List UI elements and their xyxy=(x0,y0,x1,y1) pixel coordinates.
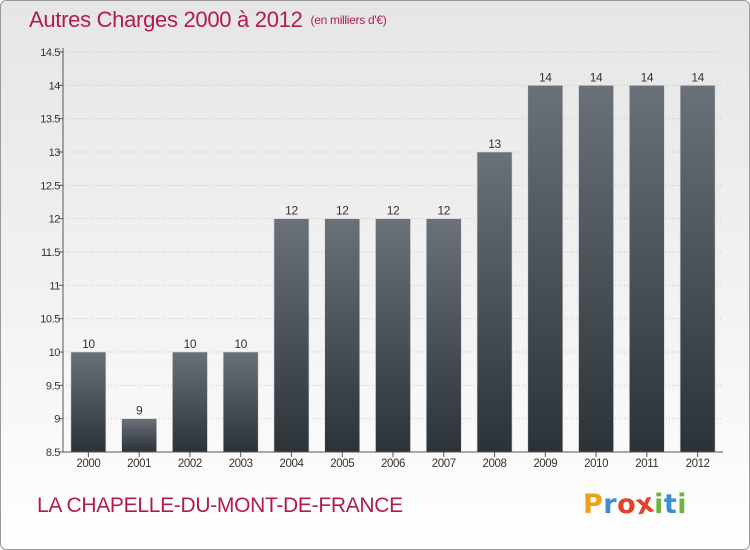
y-tick-label: 12 xyxy=(49,214,61,226)
y-tick-label: 14 xyxy=(49,80,61,92)
y-tick-label: 14.5 xyxy=(40,47,60,59)
y-tick-label: 12.5 xyxy=(40,180,60,192)
x-tick-label: 2007 xyxy=(432,458,456,470)
bar xyxy=(222,351,259,453)
y-tick-label: 13 xyxy=(49,147,61,159)
bar xyxy=(578,85,614,453)
bar-value-label: 12 xyxy=(336,204,349,218)
bar xyxy=(121,418,157,453)
y-tick-label: 13.5 xyxy=(40,114,60,126)
bar xyxy=(70,351,107,453)
proxiti-logo: Proxiti xyxy=(583,487,688,521)
x-tick-label: 2009 xyxy=(533,458,557,470)
x-tick-label: 2002 xyxy=(178,458,202,470)
bar-value-label: 14 xyxy=(539,70,552,84)
logo-letter: i xyxy=(654,489,664,520)
bar xyxy=(273,218,310,453)
bar xyxy=(679,85,716,453)
x-tick-label: 2006 xyxy=(381,458,405,470)
x-tick-label: 2003 xyxy=(229,458,253,470)
bar-value-label: 12 xyxy=(437,204,450,218)
commune-name: LA CHAPELLE-DU-MONT-DE-FRANCE xyxy=(37,494,403,517)
y-tick-label: 10 xyxy=(49,347,61,359)
bar xyxy=(324,218,361,453)
logo-letter: r xyxy=(603,489,618,520)
y-tick-label: 11 xyxy=(49,280,60,292)
chart-unit-label: (en milliers d'€) xyxy=(310,13,387,27)
bar xyxy=(527,85,564,453)
logo-letter: P xyxy=(583,489,604,520)
bar-value-label: 14 xyxy=(590,70,603,84)
bar-value-label: 14 xyxy=(691,70,704,84)
y-tick-label: 8.5 xyxy=(46,447,60,459)
bar xyxy=(172,351,208,453)
bar-value-label: 14 xyxy=(641,70,654,84)
bar-value-label: 10 xyxy=(184,337,197,351)
x-tick-label: 2008 xyxy=(483,458,507,470)
bar-value-label: 12 xyxy=(387,204,400,218)
y-tick-label: 9 xyxy=(54,414,60,426)
bar-value-label: 10 xyxy=(234,337,247,351)
x-tick-label: 2010 xyxy=(584,458,608,470)
bar xyxy=(425,218,462,453)
x-tick-label: 2001 xyxy=(127,458,151,470)
bar-value-label: 9 xyxy=(136,404,143,418)
x-tick-label: 2000 xyxy=(76,458,100,470)
x-tick-label: 2004 xyxy=(279,458,304,470)
bar-value-label: 10 xyxy=(82,337,95,351)
x-tick-label: 2011 xyxy=(635,458,658,470)
x-tick-label: 2005 xyxy=(330,458,354,470)
x-tick-label: 2012 xyxy=(686,458,710,470)
logo-letter: t xyxy=(663,489,678,520)
logo-letter: o xyxy=(617,489,637,520)
bar-value-label: 12 xyxy=(285,204,298,218)
bar xyxy=(629,85,665,453)
bar-value-label: 13 xyxy=(488,137,501,151)
chart-title-text: Autres Charges 2000 à 2012 xyxy=(29,7,303,32)
y-tick-label: 10.5 xyxy=(40,314,60,326)
y-tick-label: 9.5 xyxy=(46,380,60,392)
bar xyxy=(476,151,513,453)
y-tick-label: 11.5 xyxy=(41,247,60,259)
chart-title: Autres Charges 2000 à 2012 (en milliers d… xyxy=(29,7,387,33)
bar xyxy=(375,218,411,453)
logo-letter: i xyxy=(677,489,688,520)
